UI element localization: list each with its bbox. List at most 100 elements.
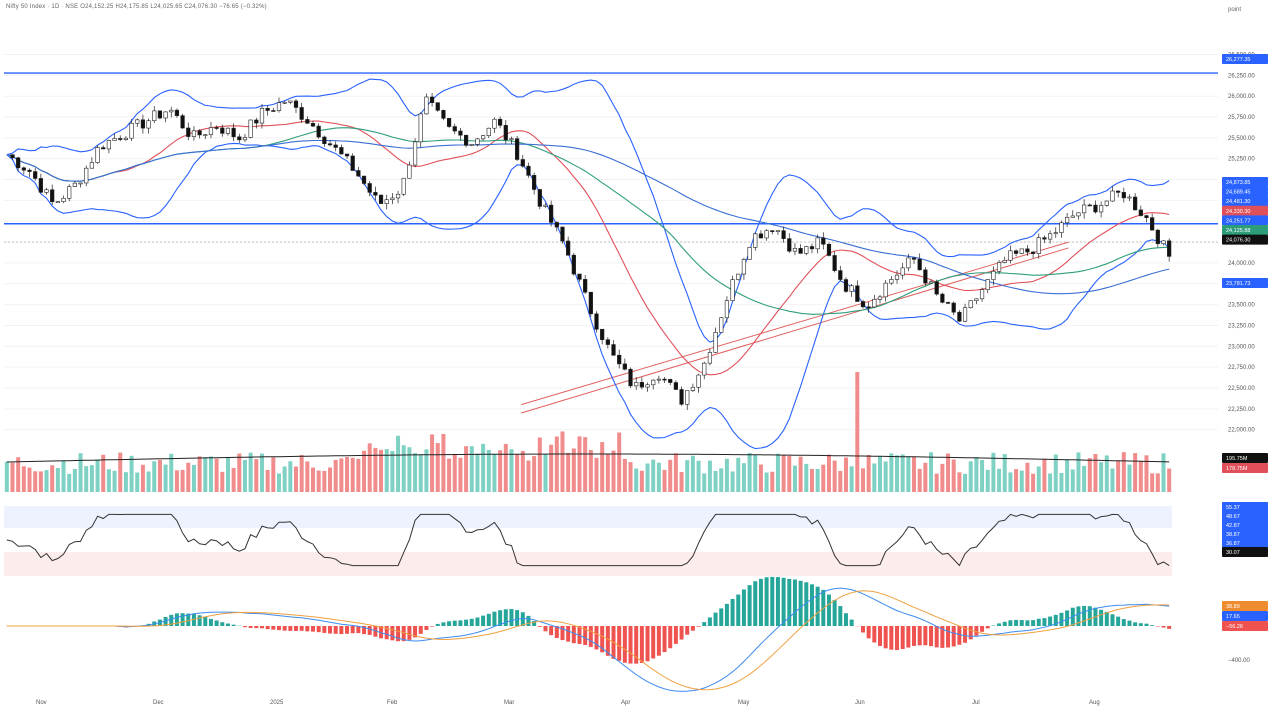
- volume-bar: [617, 432, 622, 492]
- candle: [679, 389, 684, 405]
- candle: [435, 102, 440, 111]
- macd-histogram-bar: [583, 626, 588, 645]
- candle: [940, 293, 945, 303]
- volume-bar: [248, 452, 253, 492]
- volume-bar: [163, 464, 168, 492]
- candle: [356, 170, 361, 177]
- volume-bar: [804, 463, 809, 492]
- price-tick-label: 22,250.00: [1228, 407, 1255, 413]
- volume-bar: [481, 443, 486, 492]
- macd-histogram-bar: [951, 626, 956, 647]
- volume-bar: [498, 450, 503, 492]
- volume-bar: [101, 454, 106, 492]
- time-label: Jun: [855, 700, 865, 706]
- macd-histogram-bar: [730, 598, 735, 626]
- volume-bar: [560, 431, 565, 492]
- time-label: Nov: [36, 700, 47, 706]
- volume-bar: [826, 454, 831, 492]
- macd-histogram-bar: [889, 626, 894, 650]
- volume-bar: [259, 453, 264, 492]
- volume-bar: [38, 471, 43, 492]
- price-tag: [1222, 54, 1268, 64]
- macd-tag-text: −56.26: [1226, 624, 1243, 630]
- candle: [515, 138, 520, 160]
- candle: [180, 115, 185, 129]
- volume-bar: [912, 457, 917, 492]
- macd-histogram-bar: [1065, 610, 1070, 626]
- candle: [152, 110, 157, 122]
- volume-bar: [1036, 466, 1041, 492]
- time-label: Mar: [504, 700, 514, 706]
- candle: [753, 233, 758, 248]
- volume-bar: [515, 454, 520, 492]
- macd-histogram-bar: [1104, 611, 1109, 626]
- macd-histogram-bar: [758, 578, 763, 626]
- candle: [276, 102, 282, 111]
- candle: [208, 127, 214, 136]
- candle: [634, 382, 639, 387]
- candle: [690, 386, 695, 391]
- candle: [656, 378, 661, 381]
- candle: [1155, 229, 1160, 244]
- volume-bar: [299, 455, 304, 492]
- macd-histogram-bar: [923, 626, 928, 646]
- candle: [934, 281, 939, 295]
- time-label: May: [738, 700, 749, 706]
- candle: [775, 230, 781, 232]
- volume-bar: [407, 447, 412, 492]
- macd-histogram-bar: [1144, 623, 1149, 626]
- candle: [821, 237, 826, 245]
- macd-histogram-bar: [362, 626, 367, 635]
- candle: [1013, 250, 1019, 254]
- candle: [78, 182, 83, 185]
- macd-histogram-bar: [532, 620, 537, 626]
- macd-histogram-bar: [906, 626, 911, 648]
- volume-bar: [520, 450, 525, 492]
- rsi-oversold-zone: [4, 552, 1172, 576]
- candle: [1110, 190, 1115, 202]
- volume-bar: [588, 450, 593, 492]
- volume-bar: [452, 454, 457, 492]
- macd-histogram-bar: [486, 613, 491, 626]
- volume-bar: [628, 462, 633, 492]
- macd-histogram-bar: [1031, 620, 1036, 626]
- candle: [344, 153, 350, 157]
- macd-histogram-bar: [804, 582, 809, 626]
- volume-bar: [872, 463, 877, 492]
- candle: [639, 382, 644, 388]
- candle: [305, 119, 310, 124]
- macd-histogram-bar: [435, 623, 440, 626]
- volume-bar: [985, 469, 990, 492]
- scale-unit-label: point: [1228, 7, 1242, 13]
- volume-bar: [690, 455, 695, 492]
- macd-histogram-bar: [878, 626, 882, 646]
- macd-histogram-bar: [356, 626, 361, 634]
- macd-histogram-bar: [1019, 620, 1024, 626]
- candle: [781, 230, 786, 239]
- candle: [135, 119, 140, 124]
- candle: [1127, 196, 1132, 199]
- macd-histogram-bar: [276, 626, 281, 631]
- macd-histogram-bar: [305, 626, 310, 632]
- macd-histogram-bar: [549, 626, 554, 636]
- volume-bar: [50, 465, 55, 492]
- candle: [384, 199, 389, 204]
- macd-histogram-bar: [832, 599, 837, 626]
- volume-bar: [197, 456, 202, 492]
- macd-histogram-bar: [1082, 605, 1087, 626]
- macd-histogram-bar: [764, 577, 769, 626]
- rsi-tag: [1222, 502, 1268, 512]
- macd-histogram-bar: [1025, 620, 1030, 626]
- trendline: [521, 241, 1069, 406]
- volume-bar: [719, 468, 724, 492]
- macd-histogram-bar: [809, 584, 814, 626]
- candle: [174, 109, 180, 116]
- macd-histogram-bar: [503, 609, 508, 626]
- rsi-tag-text: 48.67: [1226, 514, 1240, 520]
- volume-bar: [849, 466, 854, 492]
- candle: [1093, 204, 1098, 213]
- volume-bar: [112, 470, 117, 492]
- macd-histogram-bar: [866, 626, 871, 639]
- candle: [316, 125, 321, 138]
